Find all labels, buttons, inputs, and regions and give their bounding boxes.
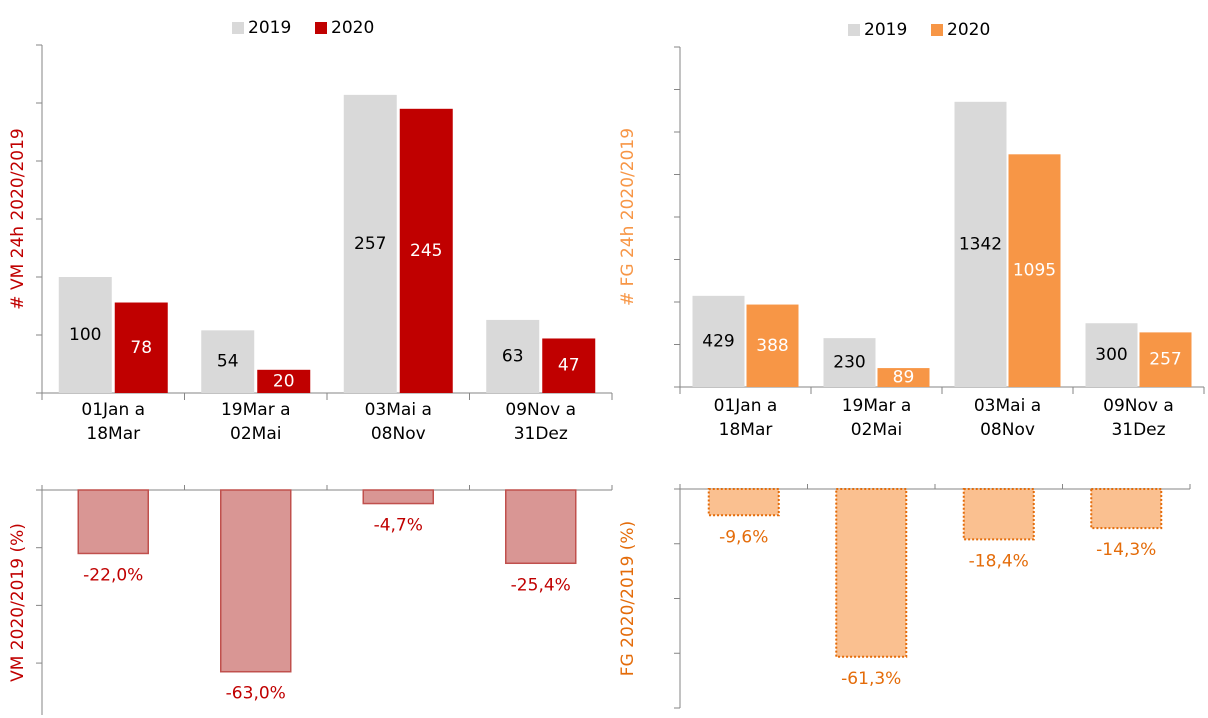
bar [220, 489, 292, 673]
bar-label: -22,0% [83, 565, 143, 585]
bar [1139, 332, 1192, 387]
bar [835, 488, 908, 658]
bar [505, 489, 577, 565]
bar-label: 245 [410, 241, 442, 261]
bar-label: 63 [502, 346, 524, 366]
bar-label: 257 [354, 234, 386, 254]
bar-label: -9,6% [719, 527, 768, 547]
bar [77, 489, 149, 555]
bar-label: -18,4% [969, 551, 1029, 571]
bar [114, 302, 168, 393]
bar-label: 1095 [1013, 261, 1056, 281]
bar [201, 330, 255, 393]
bar [746, 304, 799, 387]
x-tick-label: 03Mai a 08Nov [973, 396, 1042, 440]
axis-title: # VM 24h 2020/2019 [8, 128, 28, 309]
bar-label: -63,0% [226, 684, 286, 704]
bar-label: 230 [833, 353, 865, 373]
legend-label: 2020 [331, 18, 374, 38]
bar [362, 489, 434, 505]
bar [692, 295, 745, 387]
legend-swatch [931, 24, 943, 36]
x-tick-label: 19Mar a 02Mai [220, 400, 291, 444]
bar-label: -25,4% [511, 575, 571, 595]
bar-label: 54 [217, 352, 239, 372]
bar-label: 1342 [959, 234, 1002, 254]
legend-swatch [315, 22, 327, 34]
axis-title: VM 2020/2019 (%) [8, 523, 28, 682]
x-tick-label: 19Mar a 02Mai [841, 396, 912, 440]
bar [707, 488, 780, 517]
bar [257, 369, 311, 393]
bar [877, 368, 930, 387]
axis-title: FG 2020/2019 (%) [618, 521, 638, 676]
bar-label: 78 [130, 338, 152, 358]
bar [343, 94, 397, 393]
x-tick-label: 09Nov a 31Dez [505, 400, 577, 444]
bar [1008, 154, 1061, 387]
x-tick-label: 03Mai a 08Nov [364, 400, 432, 444]
x-tick-label: 01Jan a 18Mar [713, 396, 778, 440]
bar-label: 300 [1095, 345, 1127, 365]
bar [399, 108, 453, 394]
bar [823, 338, 876, 387]
legend-label: 2020 [947, 20, 990, 40]
x-tick-label: 09Nov a 31Dez [1103, 396, 1174, 440]
bar [1090, 488, 1163, 530]
bar [1085, 323, 1138, 387]
bar-label: 89 [893, 368, 915, 388]
bar-label: 388 [756, 336, 788, 356]
bar [58, 277, 112, 393]
axis-title: # FG 24h 2020/2019 [618, 128, 638, 306]
bar [486, 319, 540, 393]
legend-label: 2019 [864, 20, 907, 40]
bar-label: 47 [558, 356, 580, 376]
bar [962, 488, 1035, 541]
bar [954, 101, 1007, 387]
bar-label: 429 [702, 331, 734, 351]
bar-label: 257 [1149, 350, 1181, 370]
bar-label: -4,7% [374, 516, 423, 536]
bar-label: -14,3% [1096, 540, 1156, 560]
legend-swatch [232, 22, 244, 34]
bar [542, 338, 596, 393]
x-tick-label: 01Jan a 18Mar [81, 400, 146, 444]
bar-label: -61,3% [841, 669, 901, 689]
legend-label: 2019 [248, 18, 291, 38]
bar-label: 20 [273, 371, 295, 391]
bar-label: 100 [69, 325, 101, 345]
legend-swatch [848, 24, 860, 36]
